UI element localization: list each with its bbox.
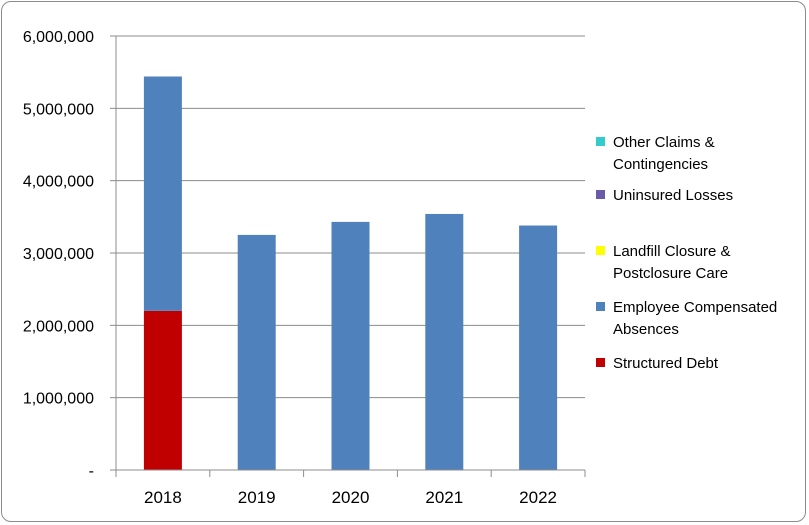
x-axis-ticks: 2018 2019 2020 2021 2022	[115, 470, 586, 507]
y-axis-ticks: - 1,000,000 2,000,000 3,000,000 4,000,000 5,0…	[23, 29, 116, 480]
y-tick-label: 4,000,000	[23, 174, 94, 191]
y-tick-label: 5,000,000	[23, 101, 94, 118]
y-tick-label: 6,000,000	[23, 29, 94, 46]
legend-item-other-claims: Other Claims & Contingencies	[596, 132, 803, 176]
legend-swatch	[596, 358, 605, 367]
bar-segment	[143, 76, 182, 311]
y-tick-label: 1,000,000	[23, 391, 94, 408]
y-tick-label: 3,000,000	[23, 246, 94, 263]
legend-label: Landfill Closure & Postclosure Care	[613, 243, 731, 282]
x-tick-label: 2022	[519, 488, 557, 507]
bars	[143, 76, 558, 470]
x-tick-label: 2021	[425, 488, 463, 507]
legend-label: Structured Debt	[613, 355, 719, 372]
legend-swatch	[596, 246, 605, 255]
bar-segment	[425, 213, 464, 470]
bar-segment	[519, 225, 558, 470]
bar-segment	[331, 221, 370, 470]
legend-item-landfill: Landfill Closure & Postclosure Care	[596, 241, 803, 285]
legend-label: Other Claims & Contingencies	[613, 134, 715, 173]
gridlines	[116, 35, 585, 399]
x-tick-label: 2019	[238, 488, 276, 507]
legend-label: Uninsured Losses	[613, 187, 734, 204]
x-tick-label: 2020	[332, 488, 370, 507]
x-tick-label: 2018	[144, 488, 182, 507]
legend-item-uninsured-losses: Uninsured Losses	[596, 185, 803, 207]
legend-swatch	[596, 137, 605, 146]
axes	[115, 36, 585, 471]
y-tick-label: 2,000,000	[23, 318, 94, 335]
legend-item-employee-compensated-absences: Employee Compensated Absences	[596, 297, 803, 341]
legend-label: Employee Compensated Absences	[613, 299, 778, 338]
legend-item-structured-debt: Structured Debt	[596, 353, 803, 375]
bar-segment	[237, 234, 276, 470]
y-tick-label: -	[89, 463, 94, 480]
bar-segment	[143, 310, 182, 470]
legend-swatch	[596, 302, 605, 311]
legend-swatch	[596, 190, 605, 199]
